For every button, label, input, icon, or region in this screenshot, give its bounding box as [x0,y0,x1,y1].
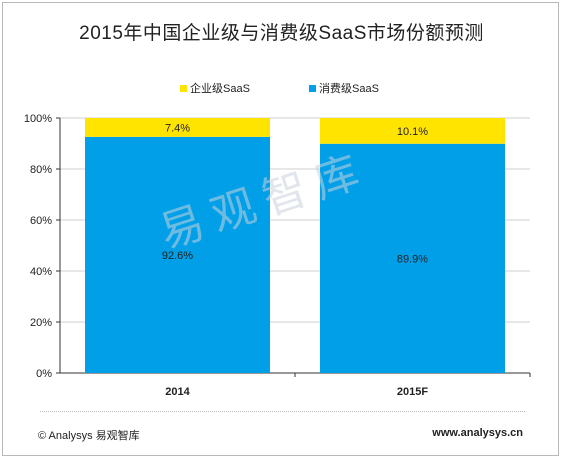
legend-item-enterprise: 企业级SaaS [180,80,250,96]
footer-copyright: © Analysys 易观智库 [38,430,140,442]
y-tick-label: 40% [30,266,52,278]
bar-consumer-2014 [85,136,270,373]
x-tick-label: 2014 [165,386,190,398]
data-label-consumer-2015f: 89.9% [397,253,428,265]
legend-item-consumer: 消费级SaaS [309,80,379,96]
data-label-enterprise-2015f: 10.1% [397,126,428,138]
data-label-enterprise-2014: 7.4% [165,122,190,134]
legend-label-consumer: 消费级SaaS [319,83,379,95]
chart-title: 2015年中国企业级与消费级SaaS市场份额预测 [79,23,484,44]
bar-enterprise-2015f [320,118,505,144]
legend-swatch-consumer [309,84,316,92]
footer-separator [40,411,525,412]
y-tick-label: 20% [30,317,52,329]
data-label-consumer-2014: 92.6% [162,250,193,262]
bar-enterprise-2014 [85,118,270,137]
legend-swatch-enterprise [180,84,187,92]
footer-website: www.analysys.cn [432,427,523,439]
legend: 企业级SaaS 消费级SaaS [0,80,563,96]
legend-label-enterprise: 企业级SaaS [190,83,250,95]
x-tick-label: 2015F [397,386,428,398]
y-tick-label: 80% [30,164,52,176]
y-tick-label: 0% [36,368,52,380]
y-tick-label: 100% [24,113,52,125]
bar-consumer-2015f [320,143,505,373]
y-tick-label: 60% [30,215,52,227]
